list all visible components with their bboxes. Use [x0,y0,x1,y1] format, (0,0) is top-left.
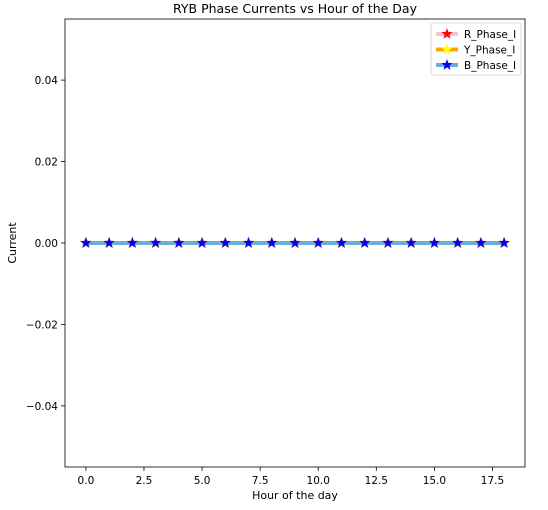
y-tick-label: 0.02 [35,157,58,169]
y-tick-label: −0.04 [26,401,58,413]
data-point-b-phase-i [196,237,208,248]
x-tick-label: 15.0 [423,475,446,487]
data-point-b-phase-i [173,237,185,248]
y-tick-label: 0.04 [35,75,59,87]
y-axis-label: Current [6,222,19,264]
data-point-b-phase-i [475,237,487,248]
legend-label: R_Phase_I [464,29,516,41]
data-point-b-phase-i [312,237,324,248]
x-tick-label: 17.5 [481,475,504,487]
series-layer [79,236,511,249]
x-tick-label: 0.0 [78,475,95,487]
x-tick-label: 7.5 [252,475,269,487]
chart-title: RYB Phase Currents vs Hour of the Day [173,1,418,16]
x-tick-label: 5.0 [194,475,211,487]
data-point-b-phase-i [382,237,394,248]
data-point-b-phase-i [498,237,510,248]
data-point-b-phase-i [103,237,115,248]
data-point-b-phase-i [219,237,231,248]
data-point-b-phase-i [80,237,92,248]
data-point-b-phase-i [149,237,162,248]
x-tick-label: 2.5 [136,475,153,487]
data-point-b-phase-i [405,237,417,248]
legend-label: B_Phase_I [464,60,516,72]
y-tick-label: 0.00 [35,238,58,250]
x-axis-label: Hour of the day [252,489,338,502]
data-point-b-phase-i [359,237,371,248]
data-point-b-phase-i [335,237,348,248]
data-point-b-phase-i [266,237,278,248]
legend-marker [441,28,453,39]
plot-frame [64,18,526,468]
y-tick-label: −0.02 [26,319,58,331]
legend-marker [441,43,453,55]
data-point-b-phase-i [242,237,255,248]
legend-label: Y_Phase_I [463,45,515,57]
chart-legend: R_Phase_I Y_Phase_I B_Phase_I [430,22,522,76]
data-point-b-phase-i [451,237,464,248]
data-point-b-phase-i [428,237,441,248]
data-point-b-phase-i [289,237,301,248]
x-tick-label: 12.5 [365,475,388,487]
x-tick-label: 10.0 [307,475,330,487]
legend-marker [441,59,453,70]
data-point-b-phase-i [126,237,139,248]
y-axis-ticks: −0.04 −0.02 0.00 0.02 0.04 [26,75,65,413]
x-axis-ticks: 0.0 2.5 5.0 7.5 10.0 12.5 15.0 17.5 [78,467,504,487]
